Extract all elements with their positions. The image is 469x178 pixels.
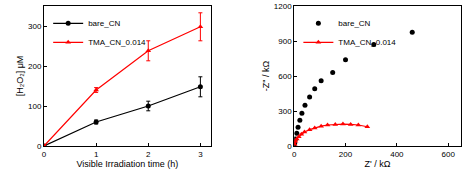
svg-text:2: 2	[146, 150, 151, 159]
svg-text:0: 0	[42, 150, 47, 159]
svg-text:900: 900	[278, 37, 292, 46]
svg-text:0: 0	[287, 142, 292, 151]
svg-text:100: 100	[28, 102, 42, 111]
svg-text:3: 3	[198, 150, 203, 159]
svg-text:TMA_CN_0.014: TMA_CN_0.014	[88, 38, 146, 47]
svg-text:300: 300	[278, 107, 292, 116]
svg-text:300: 300	[28, 22, 42, 31]
svg-text:bare_CN: bare_CN	[88, 19, 120, 28]
svg-text:600: 600	[441, 150, 455, 159]
svg-text:400: 400	[390, 150, 404, 159]
svg-text:[H₂O₂] μM: [H₂O₂] μM	[15, 56, 25, 97]
svg-text:TMA_CN_0.014: TMA_CN_0.014	[338, 38, 396, 47]
svg-text:Visible Irradiation time (h): Visible Irradiation time (h)	[76, 159, 178, 169]
svg-text:-Z'' / kΩ: -Z'' / kΩ	[261, 60, 271, 91]
svg-text:200: 200	[28, 62, 42, 71]
svg-text:600: 600	[278, 72, 292, 81]
svg-text:Z' / kΩ: Z' / kΩ	[365, 159, 391, 169]
svg-text:1: 1	[94, 150, 99, 159]
svg-text:0: 0	[37, 142, 42, 151]
svg-text:1200: 1200	[274, 2, 292, 11]
svg-text:0: 0	[292, 150, 297, 159]
svg-text:200: 200	[339, 150, 353, 159]
svg-text:bare_CN: bare_CN	[338, 19, 370, 28]
